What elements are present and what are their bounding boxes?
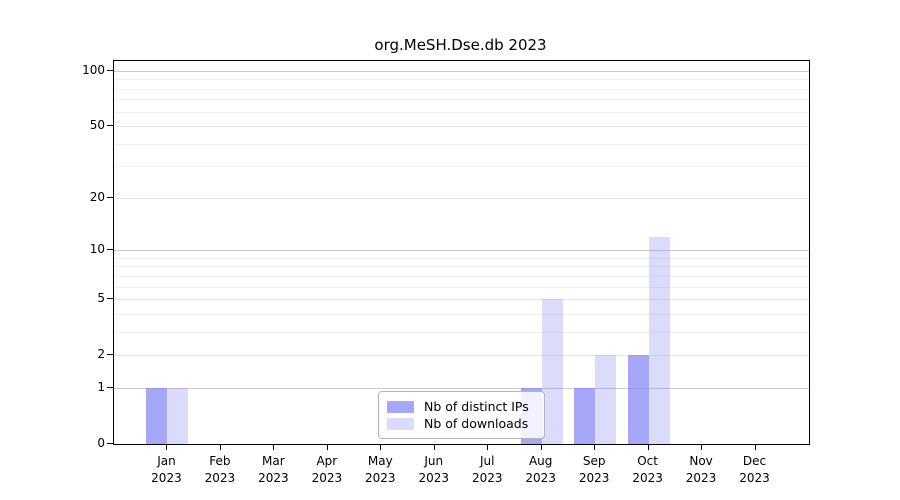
plot-area — [113, 60, 810, 445]
x-tick-label-nov: Nov 2023 — [685, 454, 717, 485]
gridline-6 — [114, 286, 809, 288]
bar-nb-of-distinct-ips-jan — [146, 387, 168, 444]
legend: Nb of distinct IPs Nb of downloads — [378, 391, 545, 439]
y-tick-mark-50 — [107, 125, 113, 127]
x-tick-mark-jul — [487, 444, 489, 450]
bar-nb-of-downloads-sep — [595, 355, 617, 444]
x-tick-mark-oct — [647, 444, 649, 450]
gridline-8 — [114, 266, 809, 268]
gridline-60 — [114, 111, 809, 113]
bar-nb-of-distinct-ips-sep — [574, 387, 596, 444]
gridline-40 — [114, 143, 809, 145]
x-tick-label-oct: Oct 2023 — [632, 454, 663, 485]
y-tick-label-20: 20 — [89, 189, 105, 204]
gridline-30 — [114, 166, 809, 168]
y-tick-mark-20 — [107, 196, 113, 198]
x-tick-label-apr: Apr 2023 — [311, 454, 343, 485]
bar-nb-of-downloads-jan — [167, 387, 189, 444]
y-tick-label-5: 5 — [97, 291, 105, 306]
gridline-50 — [114, 126, 809, 128]
y-tick-label-100: 100 — [82, 63, 105, 77]
y-tick-mark-100 — [107, 70, 113, 71]
x-tick-label-may: May 2023 — [365, 454, 396, 485]
y-tick-label-10: 10 — [89, 242, 105, 257]
bar-nb-of-downloads-aug — [541, 299, 563, 444]
legend-swatch-downloads — [387, 417, 414, 430]
x-tick-label-aug: Aug 2023 — [525, 454, 556, 485]
y-tick-mark-0 — [107, 443, 113, 444]
x-tick-mark-jan — [166, 444, 168, 450]
legend-item-distinct-ips: Nb of distinct IPs — [387, 398, 536, 415]
x-tick-mark-jun — [433, 444, 435, 450]
x-tick-mark-nov — [701, 444, 703, 450]
gridline-90 — [114, 79, 809, 81]
legend-swatch-distinct-ips — [387, 400, 414, 413]
gridline-20 — [114, 197, 809, 199]
gridline-3 — [114, 331, 809, 333]
x-tick-mark-may — [380, 444, 382, 450]
x-tick-label-jun: Jun 2023 — [418, 454, 450, 485]
legend-item-downloads: Nb of downloads — [387, 415, 536, 432]
gridline-4 — [114, 313, 809, 315]
gridline-9 — [114, 257, 809, 259]
gridline-70 — [114, 99, 809, 101]
bar-nb-of-downloads-oct — [648, 236, 670, 444]
y-tick-label-1: 1 — [97, 379, 105, 394]
gridline-5 — [114, 299, 809, 301]
gridline-1 — [114, 387, 809, 389]
gridline-80 — [114, 88, 809, 90]
x-tick-mark-apr — [326, 444, 328, 450]
legend-label-downloads: Nb of downloads — [424, 416, 529, 431]
chart-title: org.MeSH.Dse.db 2023 — [374, 36, 547, 54]
y-tick-label-50: 50 — [89, 118, 105, 133]
y-tick-label-0: 0 — [97, 436, 105, 450]
gridline-7 — [114, 275, 809, 277]
x-tick-label-jul: Jul 2023 — [471, 454, 503, 485]
y-tick-label-2: 2 — [97, 347, 105, 362]
x-tick-mark-sep — [594, 444, 596, 450]
x-tick-mark-mar — [273, 444, 275, 450]
x-tick-mark-aug — [540, 444, 542, 450]
y-tick-mark-2 — [107, 354, 113, 356]
x-tick-label-jan: Jan 2023 — [151, 454, 182, 485]
gridline-10 — [114, 250, 809, 252]
x-tick-mark-feb — [219, 444, 221, 450]
y-tick-mark-5 — [107, 298, 113, 300]
legend-label-distinct-ips: Nb of distinct IPs — [424, 399, 529, 414]
x-tick-label-dec: Dec 2023 — [739, 454, 770, 485]
gridline-100 — [114, 71, 809, 72]
y-tick-mark-1 — [107, 386, 113, 388]
y-tick-mark-10 — [107, 249, 113, 251]
gridline-2 — [114, 355, 809, 357]
x-tick-label-sep: Sep 2023 — [578, 454, 610, 485]
x-tick-label-feb: Feb 2023 — [204, 454, 236, 485]
x-tick-mark-dec — [754, 444, 756, 450]
bar-nb-of-distinct-ips-oct — [627, 355, 649, 444]
x-tick-label-mar: Mar 2023 — [258, 454, 289, 485]
